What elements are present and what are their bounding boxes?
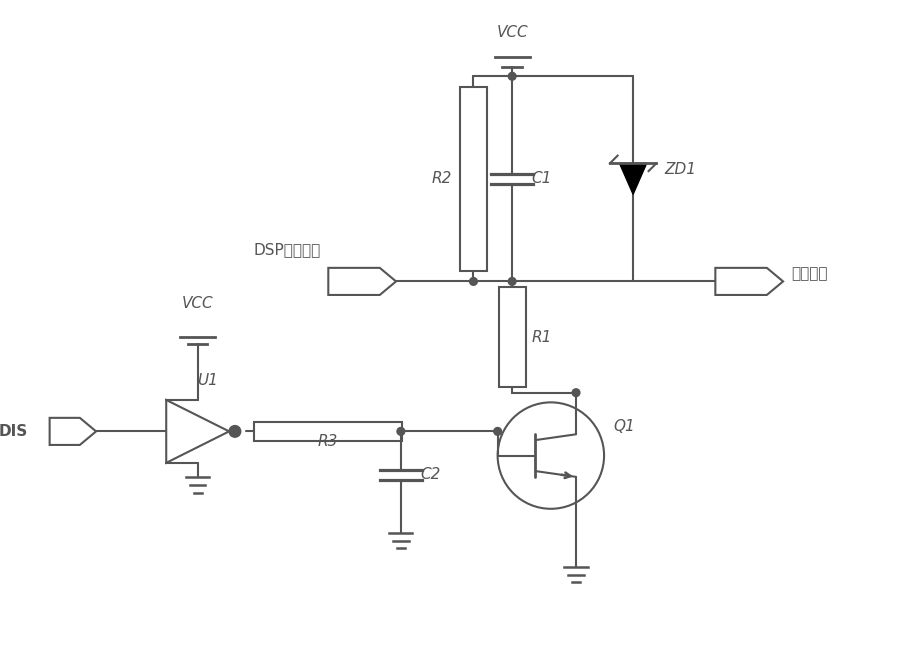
Bar [253,422,402,441]
Text: 功率器件: 功率器件 [790,266,827,281]
Text: C2: C2 [420,467,441,483]
Text: R2: R2 [431,171,453,186]
Bar [498,287,526,387]
Text: DIS: DIS [0,424,28,439]
Text: R1: R1 [532,329,552,345]
Text: VCC: VCC [182,296,214,311]
Text: C1: C1 [532,171,552,186]
Circle shape [397,428,405,435]
Text: VCC: VCC [497,25,528,40]
Text: ZD1: ZD1 [664,162,696,177]
Circle shape [509,72,516,80]
Circle shape [470,278,477,285]
Text: R3: R3 [318,433,338,449]
Bar [460,87,487,271]
Text: Q1: Q1 [614,419,635,434]
Circle shape [494,428,501,435]
Text: DSP控制电路: DSP控制电路 [253,242,320,258]
Text: U1: U1 [197,373,218,388]
Polygon shape [620,163,646,194]
Circle shape [509,278,516,285]
Circle shape [572,389,580,397]
Circle shape [230,426,241,437]
